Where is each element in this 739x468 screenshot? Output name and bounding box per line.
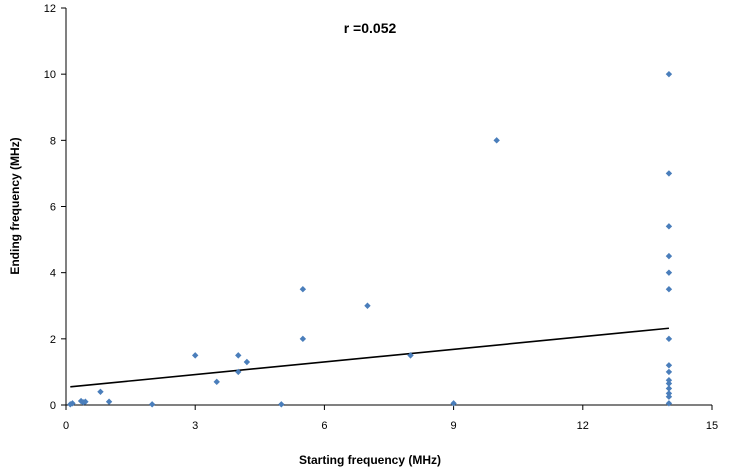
- data-point: [665, 393, 673, 400]
- data-point: [105, 398, 113, 405]
- data-point: [665, 390, 673, 397]
- data-point: [493, 137, 500, 144]
- data-point: [407, 352, 414, 359]
- data-point: [665, 70, 673, 78]
- axes: [65, 8, 712, 406]
- data-point: [148, 401, 156, 408]
- trendline: [70, 327, 670, 388]
- x-tick-label: 15: [706, 420, 718, 432]
- data-point: [665, 385, 673, 392]
- data-point: [665, 223, 673, 230]
- x-ticks: 0 3 6 9 12 15: [63, 405, 718, 432]
- data-point: [299, 286, 307, 293]
- data-point: [665, 368, 673, 376]
- x-axis-title: Starting frequency (MHz): [299, 453, 441, 467]
- data-point: [97, 388, 104, 395]
- correlation-annotation: r =0.052: [344, 20, 397, 36]
- data-point: [364, 302, 371, 309]
- x-tick-label: 3: [192, 420, 198, 432]
- y-tick-label: 0: [50, 400, 56, 412]
- x-tick-label: 0: [63, 420, 69, 432]
- data-point: [192, 352, 199, 359]
- data-point: [235, 368, 242, 376]
- data-point: [665, 252, 673, 260]
- data-point: [235, 352, 242, 359]
- data-point: [665, 380, 673, 387]
- y-tick-label: 12: [44, 3, 56, 15]
- y-tick-label: 8: [50, 135, 56, 147]
- y-ticks: 0 2 4 6 8 10 12: [44, 3, 66, 412]
- data-point: [243, 358, 251, 366]
- data-point: [665, 269, 673, 276]
- y-tick-label: 10: [44, 69, 56, 81]
- x-tick-label: 6: [321, 420, 327, 432]
- data-point: [69, 400, 76, 407]
- data-point: [665, 170, 673, 177]
- x-tick-label: 12: [577, 420, 589, 432]
- y-tick-label: 2: [50, 334, 56, 346]
- data-point: [278, 401, 285, 408]
- y-tick-label: 6: [50, 202, 56, 214]
- data-point: [299, 335, 307, 343]
- x-tick-label: 9: [451, 420, 457, 432]
- data-point: [665, 362, 673, 369]
- y-tick-label: 4: [50, 268, 56, 280]
- y-axis-title: Ending frequency (MHz): [8, 137, 22, 274]
- data-point: [665, 286, 673, 293]
- data-point: [665, 400, 673, 407]
- data-point: [665, 376, 673, 384]
- data-points: [67, 70, 673, 408]
- data-point: [450, 400, 457, 407]
- data-point: [665, 335, 673, 343]
- data-point: [82, 398, 89, 405]
- data-point: [213, 378, 220, 386]
